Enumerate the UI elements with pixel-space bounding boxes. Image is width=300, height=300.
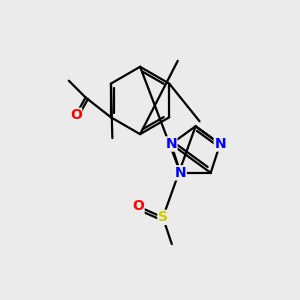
Text: N: N [165,137,177,151]
Text: S: S [158,210,168,224]
Text: N: N [175,166,186,180]
Text: O: O [132,200,144,214]
Text: O: O [70,108,82,122]
Text: N: N [214,137,226,151]
